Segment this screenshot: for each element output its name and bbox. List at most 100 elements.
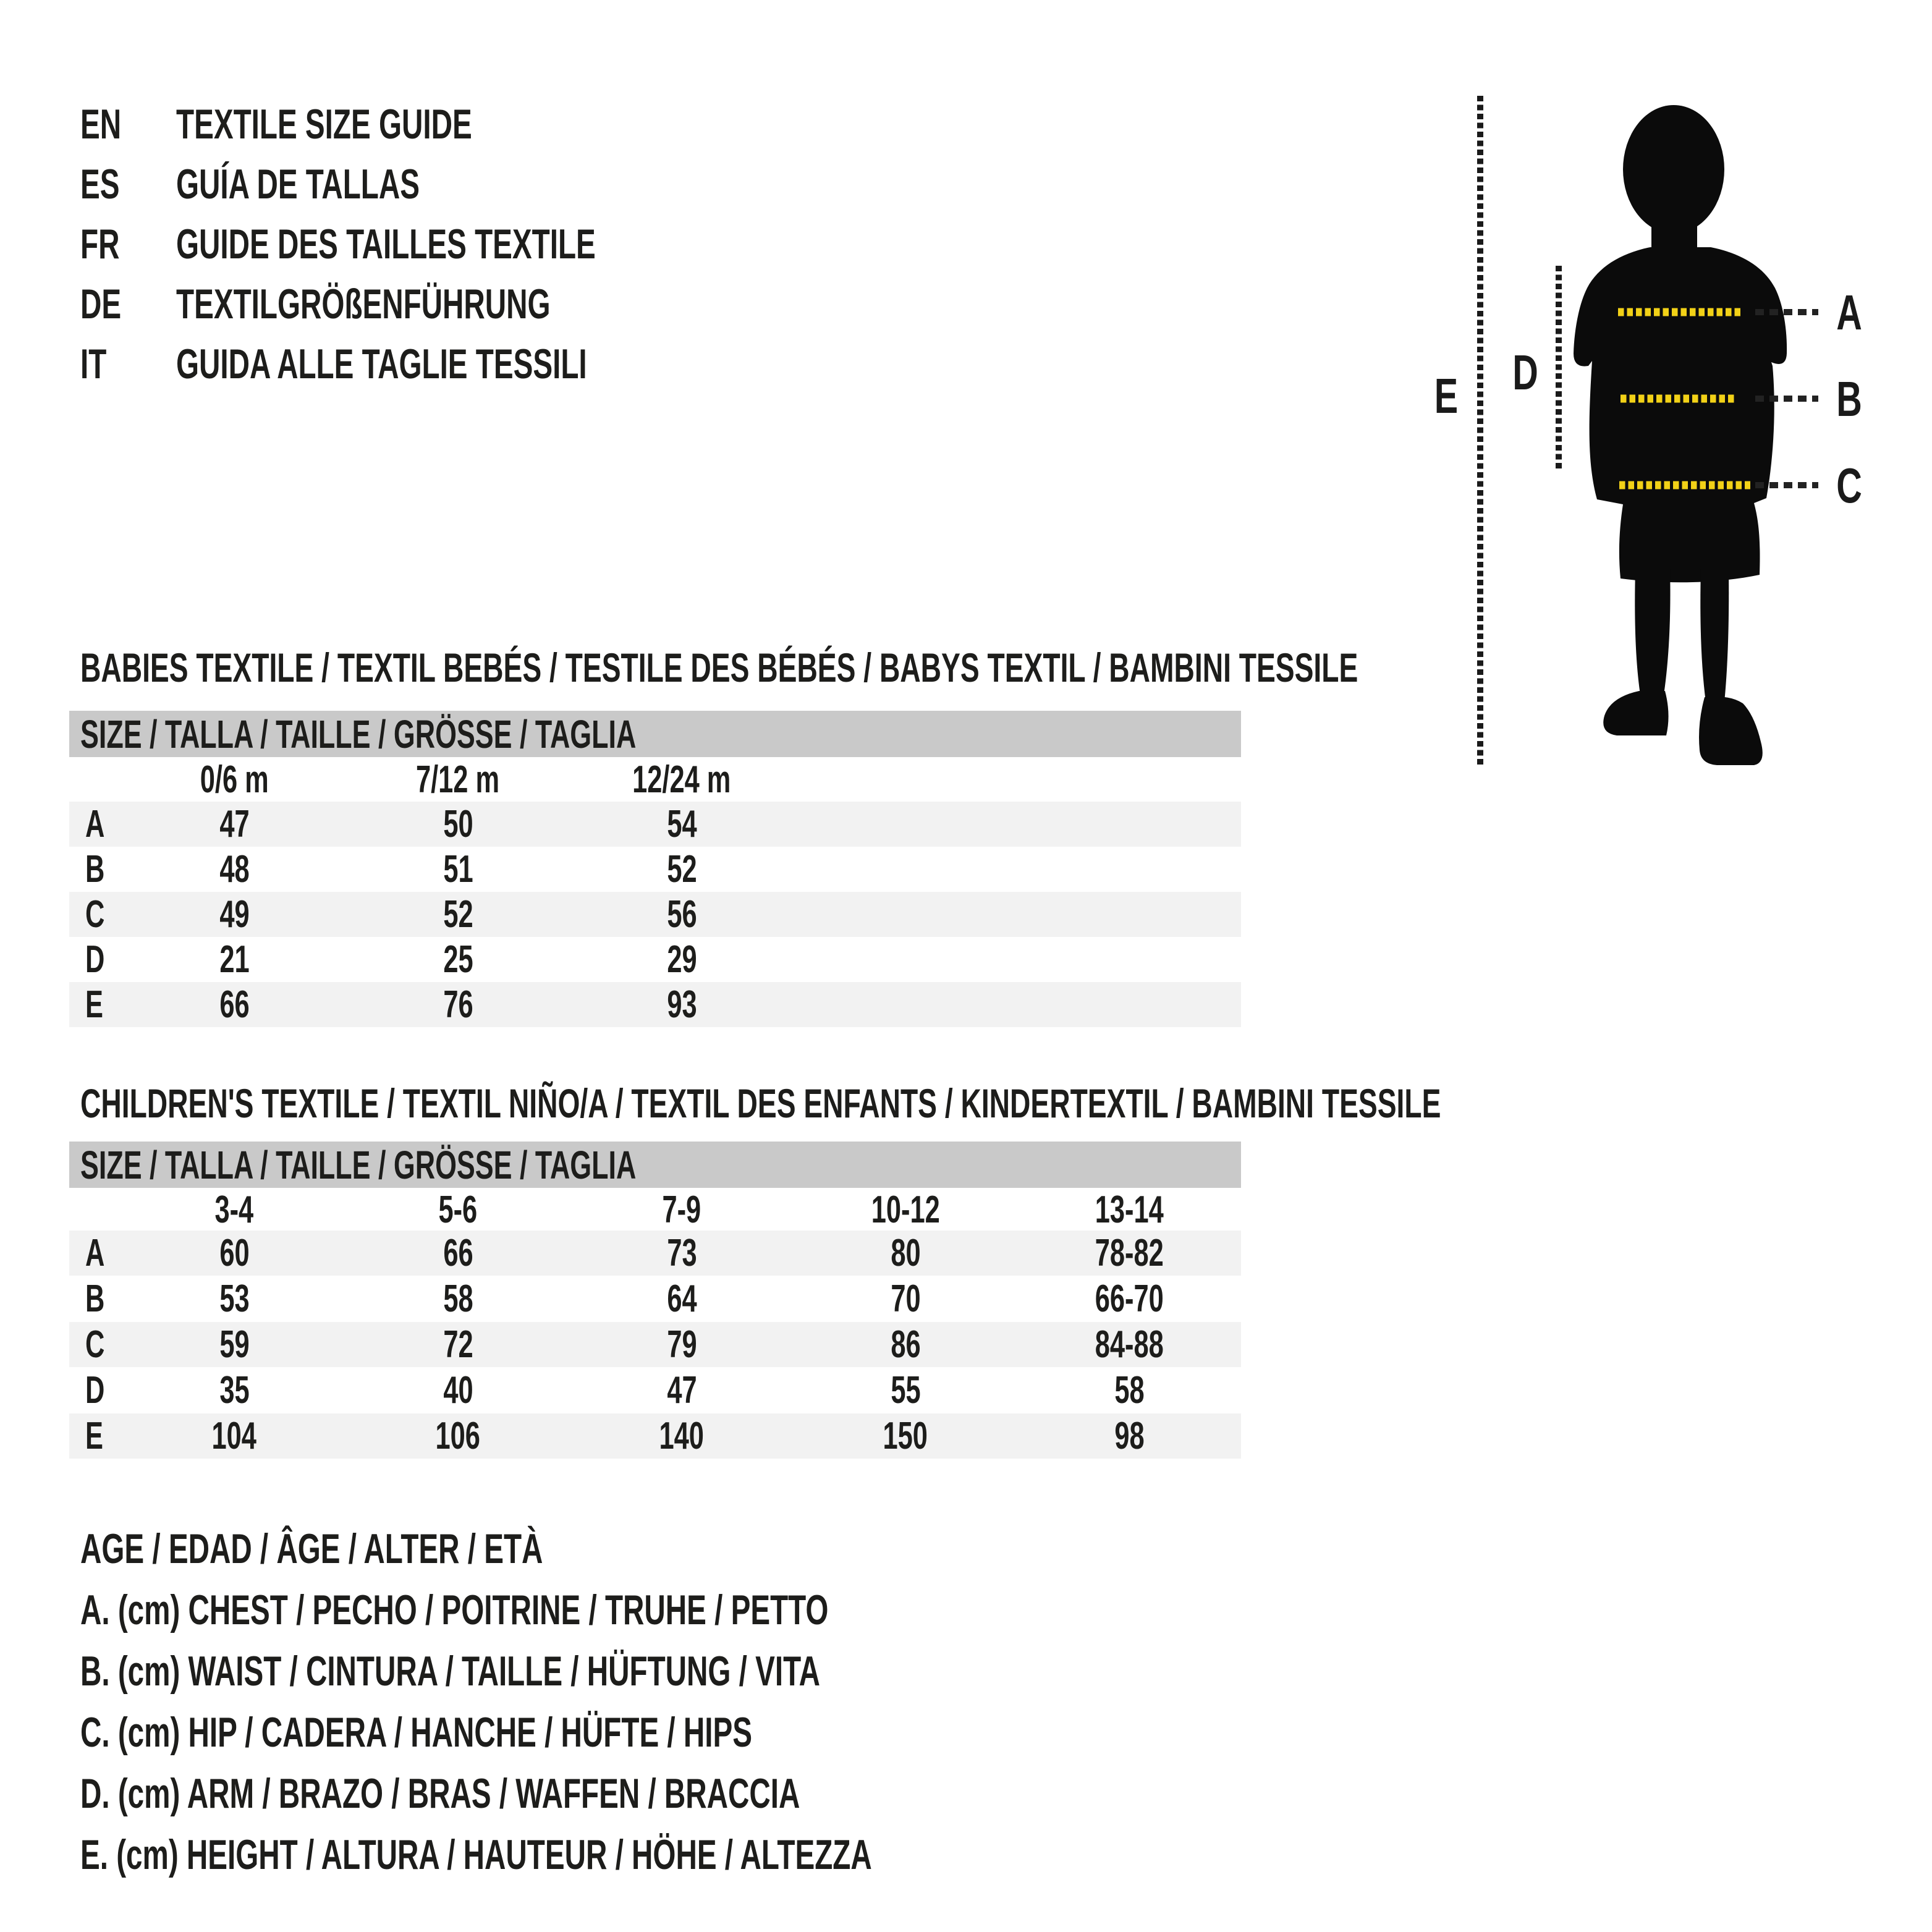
table-row: C 49 52 56: [69, 892, 1241, 937]
table-row: E 66 76 93: [69, 982, 1241, 1027]
row-label: B: [85, 848, 105, 891]
legend-item: B. (cm) WAIST / CINTURA / TAILLE / HÜFTU…: [80, 1647, 820, 1695]
language-row: ES GUÍA DE TALLAS: [80, 154, 776, 214]
size-cell: 55: [890, 1369, 921, 1412]
legend-item: D. (cm) ARM / BRAZO / BRAS / WAFFEN / BR…: [80, 1769, 800, 1817]
legend-item: E. (cm) HEIGHT / ALTURA / HAUTEUR / HÖHE…: [80, 1831, 872, 1878]
size-cell: 56: [666, 893, 697, 936]
size-cell: 60: [219, 1232, 250, 1274]
lang-title: GUIDA ALLE TAGLIE TESSILI: [176, 340, 587, 388]
size-cell: 49: [219, 893, 250, 936]
children-size-header-bar: SIZE / TALLA / TAILLE / GRÖSSE / TAGLIA: [69, 1142, 1241, 1188]
table-row: A 60 66 73 80 78-82: [69, 1231, 1241, 1276]
column-header: 13-14: [1095, 1188, 1164, 1231]
size-cell: 25: [443, 938, 473, 981]
table-row: A 47 50 54: [69, 802, 1241, 847]
babies-section-title: BABIES TEXTILE / TEXTIL BEBÉS / TESTILE …: [80, 645, 1358, 690]
lang-code: IT: [80, 340, 107, 388]
size-cell: 80: [890, 1232, 921, 1274]
row-label: C: [85, 893, 105, 936]
size-cell: 66: [443, 1232, 473, 1274]
measurement-legend: AGE / EDAD / ÂGE / ALTER / ETÀ A. (cm) C…: [80, 1518, 1211, 1885]
size-cell: 58: [443, 1277, 473, 1320]
size-cell: 98: [1114, 1415, 1145, 1457]
column-header: 0/6 m: [200, 758, 269, 801]
language-title-list: EN TEXTILE SIZE GUIDE ES GUÍA DE TALLAS …: [80, 94, 776, 394]
language-row: FR GUIDE DES TAILLES TEXTILE: [80, 214, 776, 274]
children-column-headers: 3-4 5-6 7-9 10-12 13-14: [69, 1188, 1241, 1231]
size-cell: 48: [219, 848, 250, 891]
size-cell: 58: [1114, 1369, 1145, 1412]
size-cell: 35: [219, 1369, 250, 1412]
size-cell: 76: [443, 983, 473, 1026]
column-header: 7-9: [662, 1188, 701, 1231]
marker-label-D: D: [1512, 345, 1538, 400]
row-label: D: [85, 1369, 105, 1412]
size-cell: 40: [443, 1369, 473, 1412]
lang-title: GUIDE DES TAILLES TEXTILE: [176, 220, 596, 268]
children-section-title: CHILDREN'S TEXTILE / TEXTIL NIÑO/A / TEX…: [80, 1080, 1441, 1126]
row-label: E: [85, 983, 103, 1026]
column-header: 12/24 m: [632, 758, 731, 801]
language-row: DE TEXTILGRÖßENFÜHRUNG: [80, 274, 776, 334]
size-cell: 79: [666, 1323, 697, 1366]
measurement-figure: A B C D E: [1434, 96, 1862, 766]
table-row: B 53 58 64 70 66-70: [69, 1276, 1241, 1321]
size-cell: 66-70: [1095, 1277, 1164, 1320]
size-cell: 53: [219, 1277, 250, 1320]
row-label: B: [85, 1277, 105, 1320]
table-row: E 104 106 140 150 98: [69, 1413, 1241, 1459]
column-header: 10-12: [871, 1188, 940, 1231]
marker-label-A: A: [1836, 285, 1862, 341]
legend-item: C. (cm) HIP / CADERA / HANCHE / HÜFTE / …: [80, 1708, 752, 1756]
marker-label-E: E: [1434, 368, 1458, 424]
language-row: IT GUIDA ALLE TAGLIE TESSILI: [80, 334, 776, 394]
table-row: C 59 72 79 86 84-88: [69, 1322, 1241, 1367]
row-label: A: [85, 1232, 105, 1274]
child-silhouette: [1574, 105, 1787, 765]
size-cell: 86: [890, 1323, 921, 1366]
size-cell: 52: [666, 848, 697, 891]
size-cell: 104: [211, 1415, 257, 1457]
legend-item: A. (cm) CHEST / PECHO / POITRINE / TRUHE…: [80, 1586, 829, 1633]
size-cell: 72: [443, 1323, 473, 1366]
size-cell: 29: [666, 938, 697, 981]
size-cell: 70: [890, 1277, 921, 1320]
size-cell: 84-88: [1095, 1323, 1164, 1366]
size-cell: 106: [435, 1415, 481, 1457]
size-cell: 73: [666, 1232, 697, 1274]
lang-code: ES: [80, 160, 120, 208]
marker-label-C: C: [1836, 458, 1862, 514]
column-header: 5-6: [438, 1188, 478, 1231]
language-row: EN TEXTILE SIZE GUIDE: [80, 94, 776, 154]
size-cell: 47: [666, 1369, 697, 1412]
lang-title: TEXTILGRÖßENFÜHRUNG: [176, 280, 551, 328]
row-label: A: [85, 803, 105, 845]
size-cell: 93: [666, 983, 697, 1026]
babies-column-headers: 0/6 m 7/12 m 12/24 m: [69, 757, 1241, 802]
table-row: B 48 51 52: [69, 847, 1241, 892]
size-cell: 150: [883, 1415, 928, 1457]
size-cell: 52: [443, 893, 473, 936]
lang-title: GUÍA DE TALLAS: [176, 160, 420, 208]
row-label: D: [85, 938, 105, 981]
size-cell: 50: [443, 803, 473, 845]
lang-code: DE: [80, 280, 122, 328]
lang-code: FR: [80, 220, 120, 268]
size-cell: 47: [219, 803, 250, 845]
size-cell: 64: [666, 1277, 697, 1320]
size-cell: 54: [666, 803, 697, 845]
table-row: D 35 40 47 55 58: [69, 1368, 1241, 1413]
column-header: 7/12 m: [416, 758, 500, 801]
size-cell: 21: [219, 938, 250, 981]
lang-title: TEXTILE SIZE GUIDE: [176, 100, 472, 148]
size-cell: 59: [219, 1323, 250, 1366]
table-row: D 21 25 29: [69, 937, 1241, 982]
marker-label-B: B: [1836, 371, 1862, 427]
size-cell: 66: [219, 983, 250, 1026]
row-label: C: [85, 1323, 105, 1366]
row-label: E: [85, 1415, 103, 1457]
column-header: 3-4: [214, 1188, 254, 1231]
babies-size-header-bar: SIZE / TALLA / TAILLE / GRÖSSE / TAGLIA: [69, 711, 1241, 757]
